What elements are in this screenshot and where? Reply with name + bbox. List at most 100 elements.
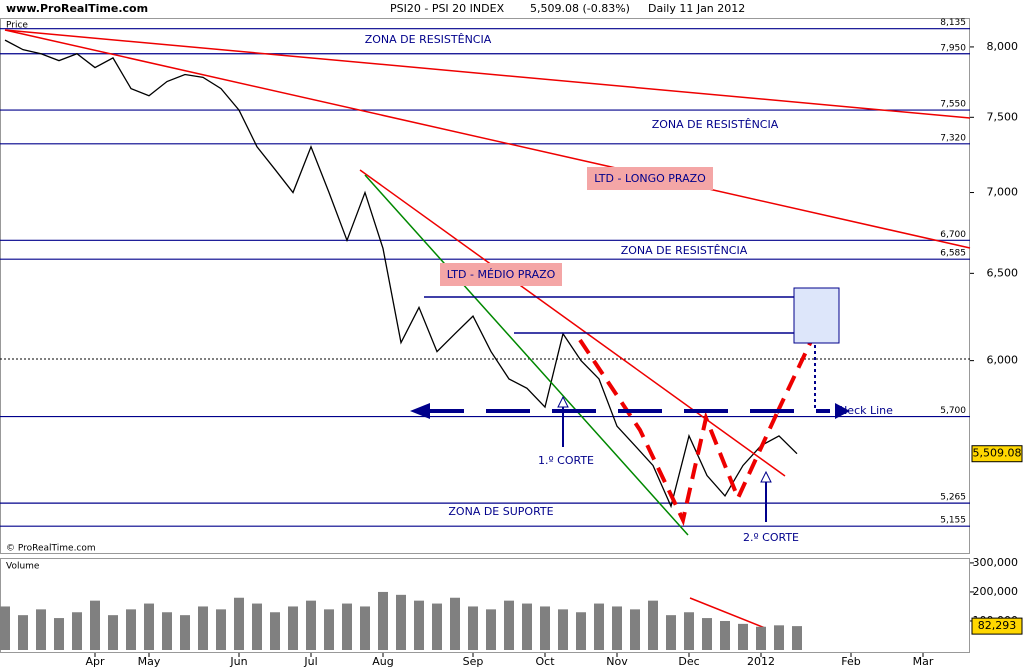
price-frame [0,18,970,554]
volume-bar [270,612,280,650]
level-label: 6,585 [940,249,966,259]
volume-bar [396,594,406,650]
level-label: 7,320 [940,133,966,143]
y-tick-label: 6,500 [987,266,1019,279]
level-label: 5,155 [940,516,966,526]
x-tick-label: Feb [841,655,860,668]
annotation: 1.º CORTE [538,454,594,467]
volume-bar [360,606,370,650]
volume-bar [90,600,100,650]
volume-bar [288,606,298,650]
instrument: PSI20 - PSI 20 INDEX [390,2,505,15]
x-tick-label: 2012 [747,655,775,668]
price-label: Price [6,21,28,31]
volume-bar [432,603,442,650]
volume-bar [792,626,802,650]
volume-bar [702,618,712,650]
volume-bar [522,603,532,650]
volume-bar [342,603,352,650]
annotation: ZONA DE RESISTÊNCIA [652,118,779,131]
level-label: 8,135 [940,18,966,28]
green-line [364,174,689,536]
arrow-right [835,403,850,419]
y-tick-label: 7,000 [987,186,1019,199]
volume-bar [738,623,748,650]
annotation: LTD - MÉDIO PRAZO [447,268,556,281]
annotation: ZONA DE SUPORTE [448,505,553,518]
last-volume-label: 82,293 [978,619,1017,632]
x-tick-label: Oct [535,655,555,668]
volume-trend [689,597,766,629]
volume-bar [666,615,676,650]
volume-bar [216,609,226,650]
volume-bar [504,600,514,650]
annotation: LTD - LONGO PRAZO [594,172,706,185]
volume-bar [162,612,172,650]
x-tick-label: Nov [606,655,628,668]
volume-bar [108,615,118,650]
y-tick-label: 8,000 [987,40,1019,53]
x-tick-label: Mar [913,655,934,668]
ltd-medium [359,169,786,477]
last-price-box [971,445,1023,463]
volume-bar [612,606,622,650]
x-tick-label: Aug [372,655,393,668]
volume-bar [684,612,694,650]
volume-bar [144,603,154,650]
price-line [4,39,798,509]
volume-bar [0,606,10,650]
last-price-label: 5,509.08 [973,447,1022,460]
volume-bar [306,600,316,650]
y-tick-label: 6,000 [987,354,1019,367]
volume-bar [486,609,496,650]
annotation: Neck Line [839,404,893,417]
volume-bar [558,609,568,650]
volume-bar [774,625,784,650]
level-label: 7,550 [940,100,966,110]
volume-frame [0,558,970,653]
last-volume-box [971,617,1023,635]
site: www.ProRealTime.com [6,2,148,15]
volume-bar [468,606,478,650]
level-label: 5,265 [940,493,966,503]
level-label: 7,950 [940,43,966,53]
level-label: 5,700 [940,406,966,416]
level-label: 6,700 [940,230,966,240]
volume-bar [648,600,658,650]
arrow-left [410,403,430,419]
annotation: ZONA DE RESISTÊNCIA [621,244,748,257]
volume-bar [126,609,136,650]
volume-bar [54,618,64,650]
volume-bar [36,609,46,650]
volume-bar [540,606,550,650]
x-tick-label: May [138,655,161,668]
y-tick-label: 200,000 [973,585,1019,598]
volume-bar [18,615,28,650]
volume-bar [450,597,460,650]
cut-arrowhead-2 [760,470,772,483]
y-tick-label: 7,500 [987,110,1019,123]
quote: 5,509.08 (-0.83%) [530,2,630,15]
cut-arrowhead-1 [557,395,569,408]
pattern [578,338,779,527]
volume-bar [72,612,82,650]
ltd-long-2 [4,29,971,249]
period: Daily 11 Jan 2012 [648,2,745,15]
volume-bar [198,606,208,650]
volume-bar [630,609,640,650]
volume-label: Volume [6,562,40,572]
target-box [793,287,840,344]
copyright: © ProRealTime.com [6,544,96,554]
x-tick-label: Jul [303,655,317,668]
volume-bar [576,612,586,650]
volume-bar [180,615,190,650]
volume-bar [234,597,244,650]
volume-bar [756,626,766,650]
volume-bar [720,620,730,650]
ltd-box [440,263,562,286]
x-tick-label: Apr [85,655,105,668]
y-tick-label: 300,000 [973,556,1019,569]
volume-bar [414,600,424,650]
